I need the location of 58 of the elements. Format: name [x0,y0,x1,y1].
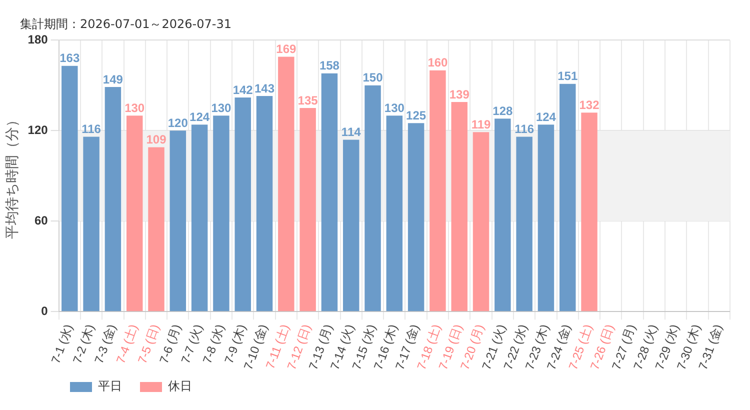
bar [170,130,186,312]
y-tick-label: 60 [34,213,48,228]
data-label: 130 [384,100,405,115]
chart-title: 集計期間：2026-07-01～2026-07-31 [20,16,232,33]
data-label: 124 [536,110,556,124]
bar [104,86,122,312]
data-label: 124 [190,110,210,124]
data-label: 125 [406,108,426,122]
data-label: 132 [579,98,600,112]
data-label: 163 [60,51,80,66]
bar [62,66,78,312]
data-label: 135 [298,93,318,108]
bar [126,116,143,312]
bar [148,147,164,312]
data-label: 114 [341,125,362,140]
data-label: 119 [471,117,492,132]
bar [83,136,100,312]
data-label: 169 [276,42,296,56]
data-label: 160 [428,56,448,70]
bar [581,112,598,312]
bar [430,70,446,312]
data-label: 149 [102,72,124,86]
bar [364,85,381,312]
data-label: 109 [146,132,167,147]
bar [472,132,490,312]
bar [408,123,424,312]
bar [256,96,273,312]
bar [386,116,403,312]
y-tick-label: 0 [41,304,48,318]
legend-label: 休日 [167,378,192,395]
data-label: 158 [319,58,340,73]
bar [560,84,576,312]
data-label: 151 [558,69,578,84]
bar [342,140,360,312]
bar [278,56,294,312]
y-tick-label: 180 [28,32,48,47]
bar [538,124,554,312]
data-label: 120 [168,116,188,130]
data-label: 142 [232,82,254,97]
bar [451,102,468,312]
y-axis-title: 平均待ち時間（分） [3,112,20,239]
data-label: 116 [514,122,534,136]
data-label: 130 [124,100,145,115]
data-label: 128 [492,104,513,118]
bar [516,136,532,312]
data-label: 130 [211,100,232,115]
bar [300,108,316,312]
y-tick-label: 120 [28,122,48,137]
data-label: 139 [449,87,470,102]
data-label: 143 [254,81,275,96]
data-label: 150 [362,70,384,85]
bar [191,124,208,312]
bar [321,73,338,312]
legend-label: 平日 [97,378,122,395]
bar [213,116,230,312]
bar [494,118,511,312]
bar [234,97,251,312]
data-label: 116 [82,122,102,136]
